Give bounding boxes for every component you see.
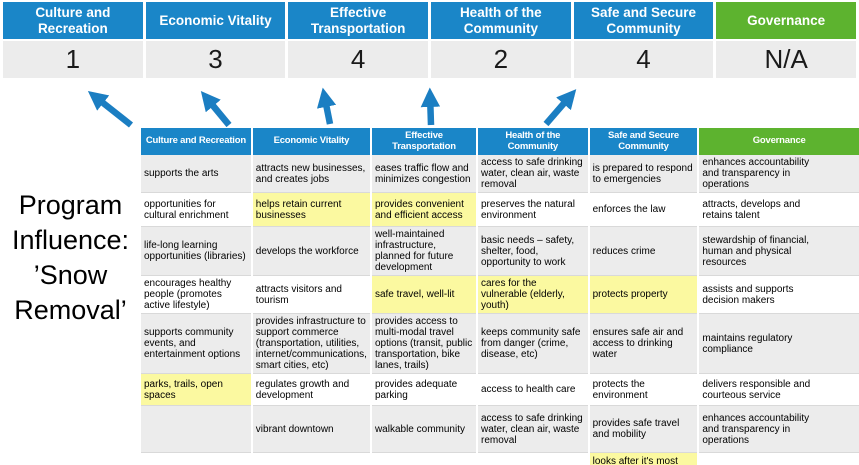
summary-header-row: Culture and Recreation Economic Vitality E…	[3, 2, 856, 39]
matrix-cell-8-2	[251, 452, 372, 465]
summary-header-health-of-the-community: Health of the Community	[431, 2, 571, 39]
matrix-cell-2-4: preserves the natural environment	[476, 192, 590, 227]
matrix-cell-1-1: supports the arts	[141, 155, 253, 193]
summary-score-culture-and-recreation: 1	[3, 41, 143, 78]
matrix-row-6: parks, trails, open spaces regulates grow…	[141, 373, 859, 406]
matrix-cell-8-6	[698, 452, 859, 465]
matrix-row-2: opportunities for cultural enrichment hel…	[141, 192, 859, 227]
arrow-safe-secure	[543, 89, 577, 127]
matrix-cell-2-2: helps retain current businesses	[251, 192, 372, 227]
arrow-economic-vitality	[200, 90, 232, 128]
summary-score-health-of-the-community: 2	[431, 41, 571, 78]
matrix-header-governance: Governance	[698, 128, 859, 155]
summary-score-governance: N/A	[716, 41, 856, 78]
matrix-cell-8-5: looks after it's most vulnerable	[588, 452, 700, 465]
matrix-cell-4-2: attracts visitors and tourism	[251, 275, 372, 314]
matrix-cell-5-1: supports community events, and entertain…	[141, 313, 253, 374]
matrix-cell-1-5: is prepared to respond to emergencies	[588, 155, 700, 193]
summary-header-effective-transportation: Effective Transportation	[288, 2, 428, 39]
arrow-culture-recreation	[87, 90, 134, 128]
matrix-cell-2-1: opportunities for cultural enrichment	[141, 192, 253, 227]
matrix-cell-6-1: parks, trails, open spaces	[141, 373, 253, 406]
summary-score-safe-and-secure-community: 4	[573, 41, 714, 78]
matrix-cell-3-3: well-maintained infrastructure, planned …	[370, 226, 478, 276]
matrix-cell-2-5: enforces the law	[588, 192, 700, 227]
arrow-health-community	[420, 87, 441, 126]
matrix-cell-7-4: access to safe drinking water, clean air…	[476, 405, 590, 453]
matrix-cell-5-3: provides access to multi-modal travel op…	[370, 313, 478, 374]
matrix-cell-5-4: keeps community safe from danger (crime,…	[476, 313, 590, 374]
matrix-cell-6-3: provides adequate parking	[370, 373, 478, 406]
summary-header-culture-and-recreation: Culture and Recreation	[3, 2, 143, 39]
matrix-cell-6-2: regulates growth and development	[251, 373, 372, 406]
matrix-cell-3-4: basic needs – safety, shelter, food, opp…	[476, 226, 590, 276]
matrix-cell-1-4: access to safe drinking water, clean air…	[476, 155, 590, 193]
matrix-row-8: looks after it's most vulnerable	[141, 452, 859, 465]
matrix-cell-4-4: cares for the vulnerable (elderly, youth…	[476, 275, 590, 314]
matrix-cell-4-3: safe travel, well-lit	[370, 275, 478, 314]
matrix-cell-7-2: vibrant downtown	[251, 405, 372, 453]
matrix-row-5: supports community events, and entertain…	[141, 313, 859, 374]
matrix-header-health-of-the-community: Health of the Community	[476, 128, 590, 155]
matrix-cell-3-2: develops the workforce	[251, 226, 372, 276]
matrix-cell-5-5: ensures safe air and access to drinking …	[588, 313, 700, 374]
matrix-body: supports the arts attracts new businesses…	[141, 155, 859, 465]
summary-score-effective-transportation: 4	[288, 41, 428, 78]
matrix-header-safe-and-secure-community: Safe and Secure Community	[588, 128, 700, 155]
matrix-cell-2-6: attracts, develops and retains talent	[698, 192, 859, 227]
matrix-header-culture-and-recreation: Culture and Recreation	[141, 128, 253, 155]
matrix-cell-6-4: access to health care	[476, 373, 590, 406]
matrix-header-economic-vitality: Economic Vitality	[251, 128, 372, 155]
program-title: Program Influence: ’Snow Removal’	[11, 190, 130, 326]
influence-matrix-table: Culture and Recreation Economic Vitality E…	[141, 128, 859, 465]
matrix-row-4: encourages healthy people (promotes acti…	[141, 275, 859, 314]
matrix-cell-3-1: life-long learning opportunities (librar…	[141, 226, 253, 276]
matrix-cell-3-5: reduces crime	[588, 226, 700, 276]
matrix-cell-8-1	[141, 452, 253, 465]
summary-score-row: 1 3 4 2 4 N/A	[3, 41, 856, 78]
matrix-cell-4-5: protects property	[588, 275, 700, 314]
matrix-header-row: Culture and Recreation Economic Vitality E…	[141, 128, 859, 155]
matrix-cell-1-2: attracts new businesses, and creates job…	[251, 155, 372, 193]
arrow-effective-transportation	[316, 87, 337, 125]
matrix-cell-4-6: assists and supports decision makers	[698, 275, 859, 314]
matrix-row-7: vibrant downtown walkable community access…	[141, 405, 859, 453]
matrix-cell-7-6: enhances accountability and transparency…	[698, 405, 859, 453]
matrix-cell-6-5: protects the environment	[588, 373, 700, 406]
matrix-cell-5-2: provides infrastructure to support comme…	[251, 313, 372, 374]
matrix-row-1: supports the arts attracts new businesses…	[141, 155, 859, 193]
matrix-cell-8-3	[370, 452, 478, 465]
summary-header-governance: Governance	[716, 2, 856, 39]
matrix-cell-7-1	[141, 405, 253, 453]
matrix-row-3: life-long learning opportunities (librar…	[141, 226, 859, 276]
matrix-cell-7-3: walkable community	[370, 405, 478, 453]
summary-score-economic-vitality: 3	[145, 41, 286, 78]
matrix-cell-7-5: provides safe travel and mobility	[588, 405, 700, 453]
summary-header-economic-vitality: Economic Vitality	[145, 2, 286, 39]
matrix-cell-8-4	[476, 452, 590, 465]
matrix-cell-1-3: eases traffic flow and minimizes congest…	[370, 155, 478, 193]
matrix-cell-4-1: encourages healthy people (promotes acti…	[141, 275, 253, 314]
summary-header-safe-and-secure-community: Safe and Secure Community	[573, 2, 714, 39]
matrix-cell-6-6: delivers responsible and courteous servi…	[698, 373, 859, 406]
matrix-cell-2-3: provides convenient and efficient access	[370, 192, 478, 227]
matrix-cell-1-6: enhances accountability and transparency…	[698, 155, 859, 193]
matrix-cell-5-6: maintains regulatory compliance	[698, 313, 859, 374]
matrix-cell-3-6: stewardship of financial, human and phys…	[698, 226, 859, 276]
matrix-header-effective-transportation: Effective Transportation	[370, 128, 478, 155]
